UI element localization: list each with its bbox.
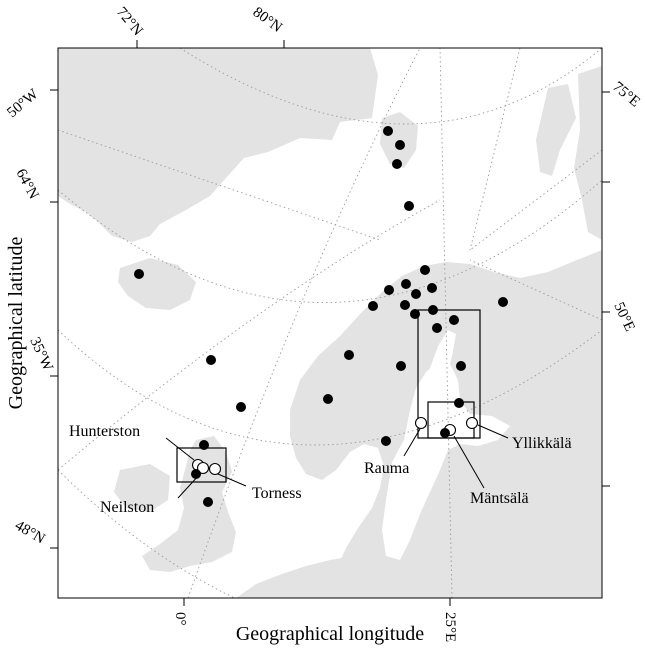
meridian-w1 — [58, 129, 381, 241]
continent-land — [236, 556, 602, 598]
station-dot — [456, 361, 466, 371]
meridian-0 — [187, 48, 421, 598]
novaya-zemlya-land — [536, 84, 576, 176]
label-rauma: Rauma — [364, 460, 409, 477]
baltic-sea — [382, 362, 510, 560]
meridian-e3 — [469, 259, 602, 321]
rauma-leader — [403, 428, 421, 457]
station-dot — [427, 283, 437, 293]
parallel-72n — [58, 179, 602, 303]
east-land — [574, 66, 602, 240]
meridian-e2 — [469, 149, 602, 251]
tick-label-72n: 72°N — [113, 4, 146, 39]
tick-label-50w: 50°W — [4, 86, 42, 121]
meridian-e1 — [469, 48, 521, 251]
land-masses — [58, 48, 602, 598]
station-dot — [381, 436, 391, 446]
station-dot — [368, 301, 378, 311]
station-dot — [404, 201, 414, 211]
station-dot — [420, 265, 430, 275]
yllikkala-site — [465, 416, 479, 430]
torness-site — [208, 462, 222, 476]
x-axis-title: Geographical longitude — [236, 623, 424, 645]
mantsala-leader — [453, 435, 485, 489]
map-frame — [57, 47, 603, 599]
tick-label-48n: 48°N — [12, 518, 48, 548]
station-dot — [199, 440, 209, 450]
station-dot — [396, 361, 406, 371]
label-hunterston: Hunterston — [69, 423, 140, 440]
label-neilston: Neilston — [100, 499, 154, 516]
yllikkala-leader — [477, 424, 509, 439]
tick-label-64n: 64°N — [12, 166, 41, 202]
y-axis-title: Geographical latitude — [5, 237, 27, 410]
label-mantsala: Mäntsälä — [470, 490, 529, 507]
neilston-leader — [177, 473, 201, 499]
station-dot — [428, 305, 438, 315]
station-dot — [384, 285, 394, 295]
station-dot — [432, 323, 442, 333]
graticule — [58, 48, 602, 598]
meridian-25e — [439, 48, 453, 598]
station-dot — [498, 297, 508, 307]
station-dot — [440, 428, 450, 438]
ireland-land — [114, 464, 170, 512]
station-dot — [395, 140, 405, 150]
neilston-site — [196, 461, 210, 475]
station-dot — [449, 315, 459, 325]
tick-label-0: 0° — [172, 612, 188, 626]
station-dot — [400, 300, 410, 310]
svalbard-land — [380, 112, 418, 168]
greenland-land — [58, 48, 378, 242]
station-dot — [411, 289, 421, 299]
station-dot — [392, 159, 402, 169]
tick-label-75e: 75°E — [609, 79, 642, 111]
station-dot — [344, 350, 354, 360]
study-boxes — [176, 309, 481, 483]
label-yllikkala: Yllikkälä — [512, 435, 572, 452]
station-dot — [191, 469, 201, 479]
station-dot — [134, 269, 144, 279]
station-dot — [203, 497, 213, 507]
ticks — [50, 40, 610, 606]
gulf-of-bothnia — [420, 330, 456, 420]
iceland-land — [118, 258, 196, 310]
tick-label-35w: 35°W — [26, 335, 56, 374]
tick-label-50e: 50°E — [610, 300, 637, 334]
station-dot — [410, 309, 420, 319]
torness-leader — [217, 473, 247, 487]
label-torness: Torness — [252, 485, 302, 502]
meridian-w2 — [58, 199, 441, 471]
station-dot — [236, 402, 246, 412]
station-dot — [454, 398, 464, 408]
station-dot — [323, 394, 333, 404]
station-dot — [383, 126, 393, 136]
tick-label-25e: 25°E — [442, 612, 458, 642]
tick-label-80n: 80°N — [250, 4, 285, 36]
station-dot — [401, 279, 411, 289]
leader-lines — [165, 424, 509, 499]
stations — [134, 126, 508, 507]
station-dot — [206, 355, 216, 365]
parallel-64n — [58, 329, 602, 446]
hunterston-leader — [165, 437, 195, 461]
parallel-56n — [58, 469, 236, 598]
rauma-site — [414, 416, 428, 430]
